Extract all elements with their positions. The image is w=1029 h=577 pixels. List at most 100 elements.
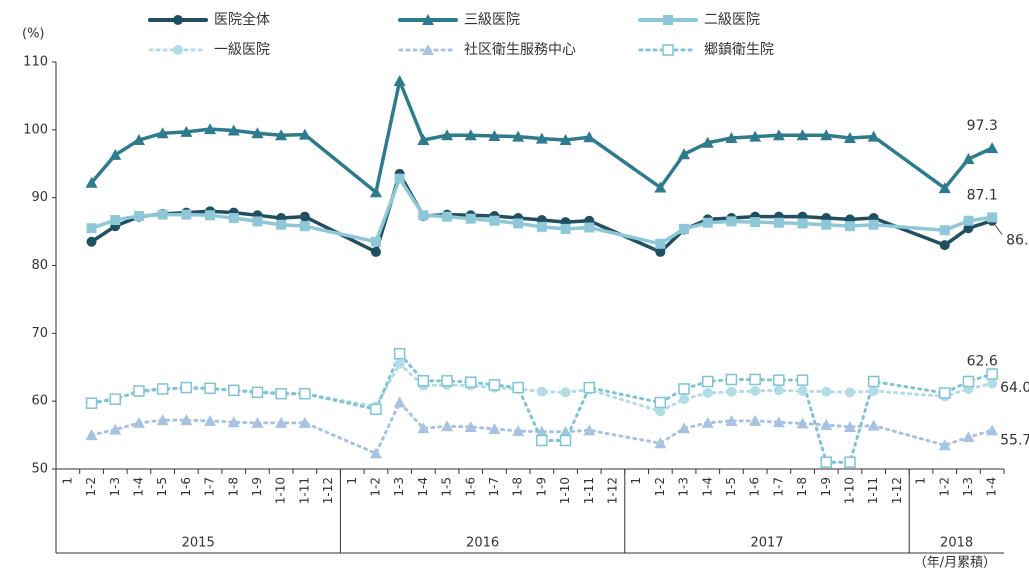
point [488,129,501,141]
point [868,385,879,396]
x-tick-label: 1-4 [700,477,714,497]
point [559,425,572,437]
x-tick-label: 1-4 [985,477,999,497]
x-tick-label: 1-7 [771,477,785,497]
point [251,386,264,399]
point [488,422,501,434]
point [773,217,784,228]
point [867,130,880,142]
point [655,238,666,249]
point [393,396,406,408]
x-tick-label: 1 [345,477,359,485]
legend-label: 三級医院 [464,12,520,28]
x-tick-label: 1-3 [677,477,691,497]
x-tick-label: 1-11 [866,477,880,504]
year-label: 2017 [750,536,783,551]
point [422,44,434,55]
x-tick-label: 1-5 [440,477,454,497]
point [820,129,833,141]
point [962,431,975,443]
x-tick-label: 1-3 [961,477,975,497]
y-tick-label: 70 [31,326,48,341]
value-label: 55.7 [1000,432,1029,448]
point [393,74,406,86]
point [157,209,168,220]
legend-label: 医院全体 [214,11,270,28]
point [986,142,999,154]
legend-label: 郷鎮衛生院 [704,42,774,58]
point [702,388,713,399]
x-tick-label: 1-2 [653,477,667,497]
point [702,375,714,388]
point [678,383,690,395]
point [180,381,193,394]
point [750,385,761,396]
value-label: 87.1 [967,187,998,203]
point [173,15,183,25]
point [749,130,762,142]
point [393,347,406,360]
point [678,422,691,434]
point [583,131,596,143]
point [797,218,808,229]
point [663,15,673,25]
point [962,375,975,388]
y-tick-label: 100 [23,122,48,137]
x-tick-label: 1-5 [155,477,169,497]
point [536,221,547,232]
point [868,219,879,230]
point [702,217,713,228]
point [701,416,714,428]
x-tick-label: 1-6 [748,477,762,497]
point [204,123,217,135]
point [536,386,547,397]
point [535,425,548,437]
point [796,417,809,429]
point [370,236,381,247]
point [204,414,217,426]
x-tick-label: 1-4 [416,477,430,497]
point [417,375,430,387]
x-tick-label: 1-3 [108,477,122,497]
x-tick-label: 1-4 [131,477,145,497]
point [464,420,477,432]
x-tick-label: 1-8 [795,477,809,497]
x-unit: （年/月累積） [914,556,996,571]
x-tick-label: 1-12 [890,477,904,504]
y-tick-label: 110 [23,55,48,70]
x-tick-label: 1-10 [274,477,288,504]
point [725,414,738,426]
point [86,236,97,247]
point [939,225,950,236]
point [559,134,572,146]
leader [993,223,1003,236]
point [228,213,239,224]
point [370,246,381,257]
x-tick-label: 1-3 [392,477,406,497]
x-tick-label: 1-11 [297,477,311,504]
point [844,456,856,468]
value-label: 86.6 [1006,233,1029,249]
series-line [89,172,994,254]
x-tick-label: 1-7 [487,477,501,497]
point [986,368,998,380]
point [559,434,572,447]
point [725,373,738,386]
value-label: 97.3 [967,118,998,134]
point [180,414,193,426]
point [370,403,382,416]
point [394,173,405,184]
point [465,376,477,388]
point [512,130,525,142]
point [772,416,785,428]
point [772,129,785,141]
point [654,181,667,193]
point [678,148,691,160]
point [109,148,122,160]
point [464,129,477,141]
point [132,134,145,146]
point [251,127,264,139]
x-tick-label: 1-10 [558,477,572,504]
legend-label: 一級医院 [214,42,270,58]
point [986,424,999,436]
